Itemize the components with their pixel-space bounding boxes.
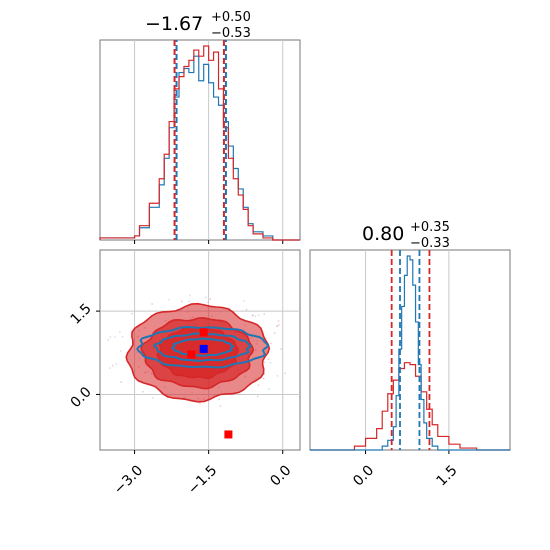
scatter-point	[151, 303, 153, 305]
scatter-point	[112, 364, 114, 367]
marker-point	[187, 350, 196, 359]
scatter-point	[188, 300, 190, 302]
x-tick-labels-param1: −3.0 −1.5 0.0	[111, 462, 295, 497]
scatter-point	[115, 363, 118, 365]
scatter-point	[152, 397, 154, 399]
scatter-point	[263, 377, 265, 380]
scatter-point	[243, 300, 245, 302]
scatter-point	[257, 384, 260, 386]
hist-red-param2	[310, 362, 510, 451]
title-param2: 0.80 +0.35 −0.33	[362, 220, 450, 251]
scatter-point	[269, 361, 272, 364]
y-tick-label: 1.5	[68, 301, 95, 328]
hist-red-param1	[99, 45, 300, 241]
scatter-point	[120, 350, 122, 352]
title-param1-sup: +0.50	[211, 10, 251, 25]
scatter-point	[254, 315, 257, 317]
scatter-point	[107, 339, 109, 341]
scatter-point	[189, 294, 191, 296]
scatter-point	[199, 402, 201, 405]
contour-blue	[170, 337, 235, 357]
scatter-point	[219, 405, 222, 407]
scatter-point	[245, 308, 248, 311]
scatter-point	[277, 320, 280, 322]
scatter-point	[280, 348, 282, 350]
marker-point	[224, 430, 233, 439]
hist-blue-param2	[310, 255, 510, 451]
scatter-point	[109, 367, 111, 369]
title-param1-sub: −0.53	[211, 26, 251, 41]
title-param2-sup: +0.35	[410, 220, 450, 235]
scatter-point	[168, 298, 170, 301]
panel-frame-hist1	[99, 39, 301, 241]
scatter-point	[251, 314, 254, 316]
x-tick-label: 1.5	[434, 462, 461, 489]
scatter-point	[114, 336, 116, 338]
scatter-point	[270, 342, 272, 345]
x-tick-labels-param2: 0.0 1.5	[350, 462, 460, 489]
scatter-point	[207, 301, 209, 303]
title-param1: −1.67 +0.50 −0.53	[145, 10, 251, 41]
scatter-point	[273, 332, 276, 334]
scatter-point	[263, 373, 266, 375]
contour-blue	[152, 332, 252, 362]
scatter-point	[119, 331, 121, 333]
scatter-point	[267, 358, 270, 361]
scatter-point	[205, 296, 207, 298]
scatter-point	[167, 397, 169, 399]
scatter-point	[276, 375, 279, 377]
x-tick-label: −1.5	[185, 462, 220, 497]
scatter-point	[276, 325, 279, 328]
scatter-point	[218, 398, 220, 401]
scatter-point	[267, 388, 270, 390]
panel-hist-param2	[309, 249, 511, 454]
x-tick-label: −3.0	[111, 462, 146, 497]
scatter-point	[121, 336, 124, 338]
scatter-point	[142, 390, 144, 393]
scatter-point	[229, 307, 231, 310]
title-param1-main: −1.67	[145, 13, 203, 35]
y-tick-labels-param2: 0.0 1.5	[68, 301, 95, 411]
x-tick-label: 0.0	[267, 462, 294, 489]
scatter-point	[263, 361, 266, 364]
scatter-point	[284, 372, 286, 375]
title-param2-sub: −0.33	[410, 236, 450, 251]
panel-hist-param1	[99, 39, 301, 244]
panel-2d-content	[100, 250, 300, 450]
y-tick-label: 0.0	[68, 384, 95, 411]
contour-blue	[136, 325, 270, 369]
scatter-point	[263, 313, 266, 315]
title-param2-main: 0.80	[362, 223, 404, 245]
scatter-point	[180, 300, 183, 303]
marker-point	[199, 344, 208, 353]
panel-2d-scatter	[96, 249, 301, 454]
x-tick-label: 0.0	[350, 462, 377, 489]
scatter-point	[256, 395, 259, 398]
marker-point	[199, 328, 208, 337]
panel-frame-hist2	[309, 249, 511, 451]
scatter-point	[109, 336, 112, 338]
scatter-point	[209, 298, 212, 300]
scatter-point	[252, 314, 254, 317]
scatter-point	[120, 381, 122, 383]
scatter-point	[277, 324, 280, 326]
scatter-point	[257, 314, 260, 316]
scatter-point	[131, 312, 133, 315]
